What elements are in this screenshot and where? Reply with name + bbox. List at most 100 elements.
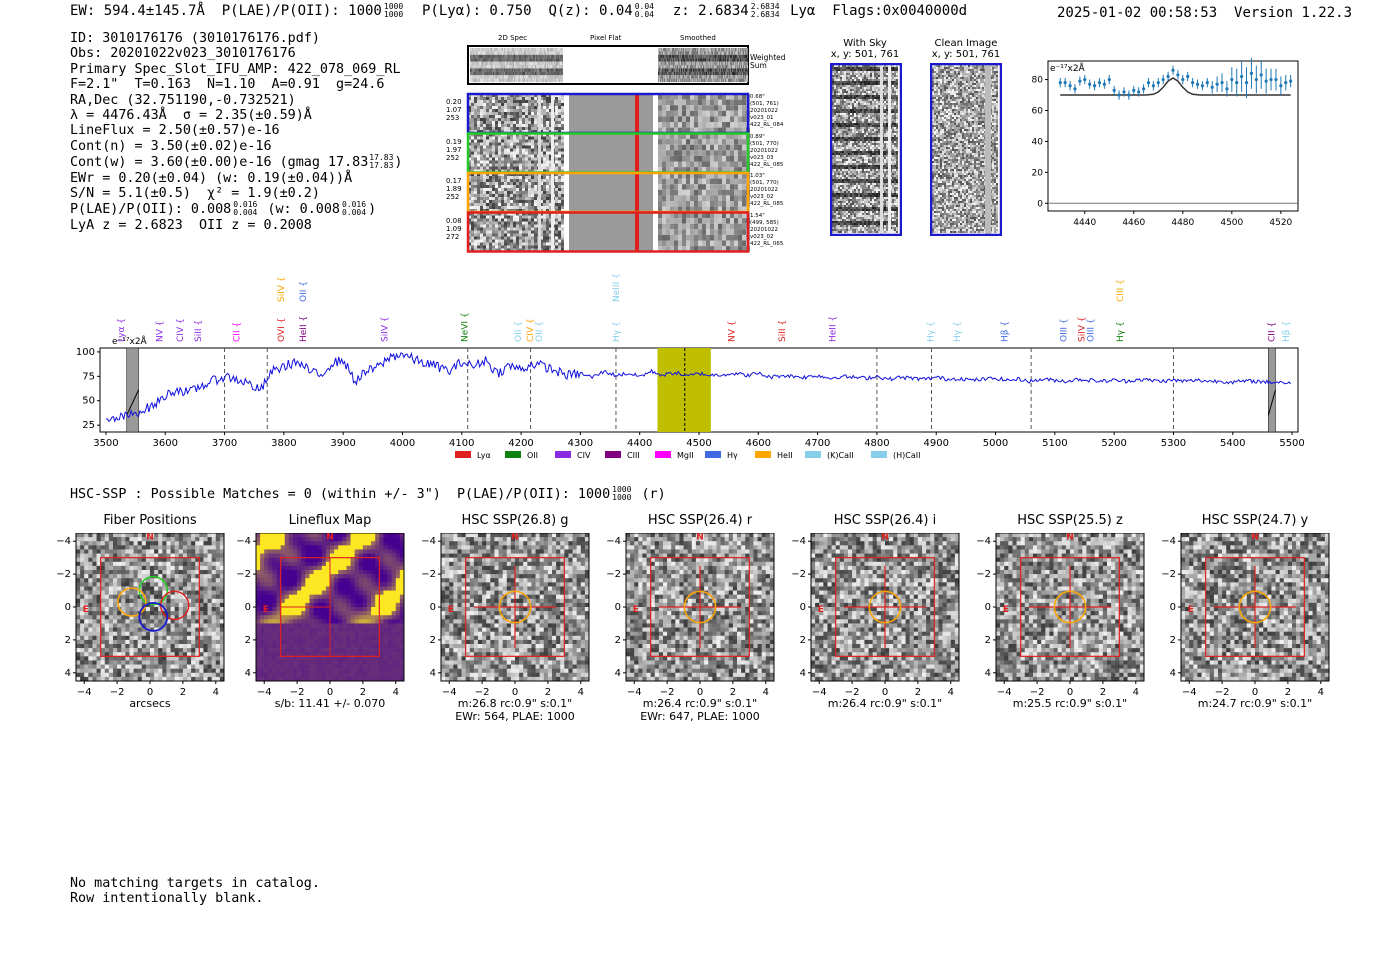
zoom-data-point [1191, 81, 1195, 85]
zoom-data-point [1176, 73, 1180, 77]
info-contw: Cont(w) = 3.60(±0.00)e-16 (gmag 17.83 [70, 155, 369, 171]
full-xtick-label: 3800 [271, 438, 296, 449]
aperture-circle [683, 590, 717, 624]
cutout-xtick-label: −4 [257, 687, 272, 698]
info-contw-hi: 17.83 [369, 153, 394, 163]
spec2d-row-right-1: 0.89" (501, 770) 20201022 v023_03 422_RL… [750, 133, 784, 168]
zoom-data-point [1137, 90, 1141, 94]
header-ew: EW: 594.4±145.7Å [70, 3, 205, 19]
full-xtick-label: 4900 [924, 438, 949, 449]
legend-item-7: (K)CaII [805, 451, 854, 460]
zoom-data-point [1269, 77, 1273, 82]
zoom-data-point [1205, 81, 1209, 85]
zoom-data-point [1186, 74, 1190, 79]
spec2d-row-right-3: 1.54" (499, 585) 20201022 v023_02 422_RL… [750, 212, 784, 247]
cutout-ytick-label: 4 [430, 668, 436, 679]
spec2d-row-1 [466, 132, 750, 174]
emission-line-label: NV { [155, 321, 165, 342]
cutout-xtick-label: 0 [512, 687, 518, 698]
cutout-xtick-label: −2 [110, 687, 125, 698]
emission-line-label: CII { [232, 322, 242, 342]
cutout-xtick-label: 4 [578, 687, 584, 698]
zoom-plot-frame [1047, 60, 1299, 212]
zoom-data-point [1244, 81, 1249, 85]
cutout-ytick-label: 2 [245, 635, 251, 646]
spec2d-col-label-0: 2D Spec [498, 34, 528, 42]
cutout-ytick-label: 0 [1170, 602, 1176, 613]
info-plae2-lo: 0.004 [233, 208, 258, 218]
zoom-data-point [1146, 81, 1151, 85]
header-qz: Q(z): 0.04 [548, 3, 633, 19]
legend-label: CIV [577, 451, 591, 460]
full-xtick-label: 4400 [627, 438, 652, 449]
aperture-circle [868, 590, 902, 624]
legend-swatch [605, 451, 621, 458]
legend-item-0: Lyα [455, 451, 491, 460]
cleanimage-coords: x, y: 501, 761 [931, 49, 1001, 60]
cutout-title-5: HSC SSP(25.5) z [1017, 513, 1123, 528]
zoom-data-point [1210, 85, 1214, 89]
full-xtick-label: 3700 [212, 438, 237, 449]
zoom-data-point [1141, 87, 1146, 91]
emission-line-label: OIII { [1086, 318, 1096, 342]
info-plae2-hi: 0.016 [233, 200, 258, 210]
north-label: N [696, 533, 704, 543]
cutout-title-3: HSC SSP(26.4) r [647, 513, 753, 528]
cleanimage-caption: Clean Image x, y: 501, 761 [920, 38, 1012, 60]
legend-label: HeII [777, 451, 793, 460]
cutout-ytick-label: −4 [606, 536, 621, 547]
masked-region [126, 347, 139, 433]
spec2d-row-left-0: 0.20 1.07 253 [446, 98, 462, 122]
info-radec: RA,Dec (32.751190,-0.732521) [70, 92, 296, 108]
cutout-xtick-label: −4 [812, 687, 827, 698]
cutout-xtick-label: −2 [845, 687, 860, 698]
zoom-data-point [1235, 81, 1239, 85]
cutout-xtick-label: 4 [1133, 687, 1139, 698]
zoom-data-point [1156, 81, 1160, 85]
cutout-title-6: HSC SSP(24.7) y [1201, 513, 1309, 528]
legend-swatch [555, 451, 571, 458]
cutout-xtick-label: 4 [393, 687, 399, 698]
cutout-ytick-label: 2 [65, 635, 71, 646]
spec2d-row-0 [466, 92, 750, 135]
header-line: Lyα [790, 3, 816, 19]
legend-label: OII [527, 451, 538, 460]
cutout-xtick-label: 4 [763, 687, 769, 698]
full-xtick-label: 4300 [568, 438, 593, 449]
info-primary: Primary Spec_Slot_IFU_AMP: 422_078_069_R… [70, 61, 401, 77]
info-plae2-w: (w: 0.008 [267, 202, 340, 218]
emission-line-label: CII { [1267, 322, 1277, 342]
cutout-ytick-label: 4 [1170, 668, 1176, 679]
info-lyaz: LyA z = 2.6823 OII z = 0.2008 [70, 217, 312, 233]
legend-label: MgII [677, 451, 694, 460]
aperture-box [835, 557, 935, 657]
cutout-ytick-label: −4 [976, 536, 991, 547]
zoom-ytick-label: 80 [1032, 76, 1044, 86]
cutout-ytick-label: 0 [245, 602, 251, 613]
legend-item-6: HeII [755, 451, 793, 460]
cutout-xtick-label: 0 [697, 687, 703, 698]
info-contw-lo: 17.83 [369, 161, 394, 171]
emission-line-label: NeIII { [612, 273, 622, 302]
cutout-xtick-label: −4 [627, 687, 642, 698]
zoom-data-point [1215, 82, 1219, 86]
zoom-data-point [1092, 84, 1097, 88]
zoom-data-point [1102, 82, 1106, 86]
zoom-line-chart: 0 20 40 60 80 4440 4460 4480 4500 4520 e⁻¹⁷x2Å [1032, 57, 1299, 228]
cleanimage-image [930, 63, 1002, 236]
cutout-image-3: N E −4 4 −2 2 0 0 2 −2 4 −4 [606, 533, 775, 698]
cutout-ytick-label: 2 [1170, 635, 1176, 646]
cutout-ytick-label: −2 [421, 569, 436, 580]
legend-swatch [805, 451, 821, 458]
emission-line-label: OII { [514, 321, 524, 342]
emission-line-label: Hγ { [953, 321, 963, 342]
zoom-data-point [1279, 84, 1283, 88]
legend-label: Hγ [727, 451, 738, 460]
emission-line-label: Hγ { [926, 321, 936, 342]
cutout-xtick-label: 4 [213, 687, 219, 698]
header-flags: Flags:0x0040000d [832, 3, 968, 19]
cutout-title-4: HSC SSP(26.4) i [833, 513, 937, 528]
cutout-ytick-label: −4 [421, 536, 436, 547]
zoom-data-point [1220, 81, 1224, 85]
emission-line-label: Hβ { [1000, 321, 1010, 342]
